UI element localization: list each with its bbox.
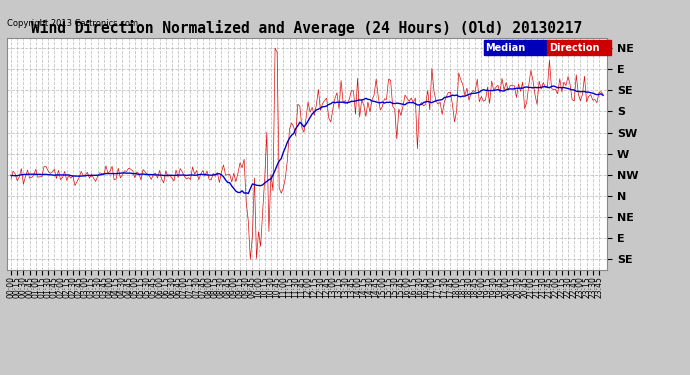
Text: Copyright 2013 Cartronics.com: Copyright 2013 Cartronics.com [7, 19, 138, 28]
Text: Median: Median [485, 43, 525, 53]
Title: Wind Direction Normalized and Average (24 Hours) (Old) 20130217: Wind Direction Normalized and Average (2… [32, 20, 582, 36]
Text: Direction: Direction [549, 43, 600, 53]
